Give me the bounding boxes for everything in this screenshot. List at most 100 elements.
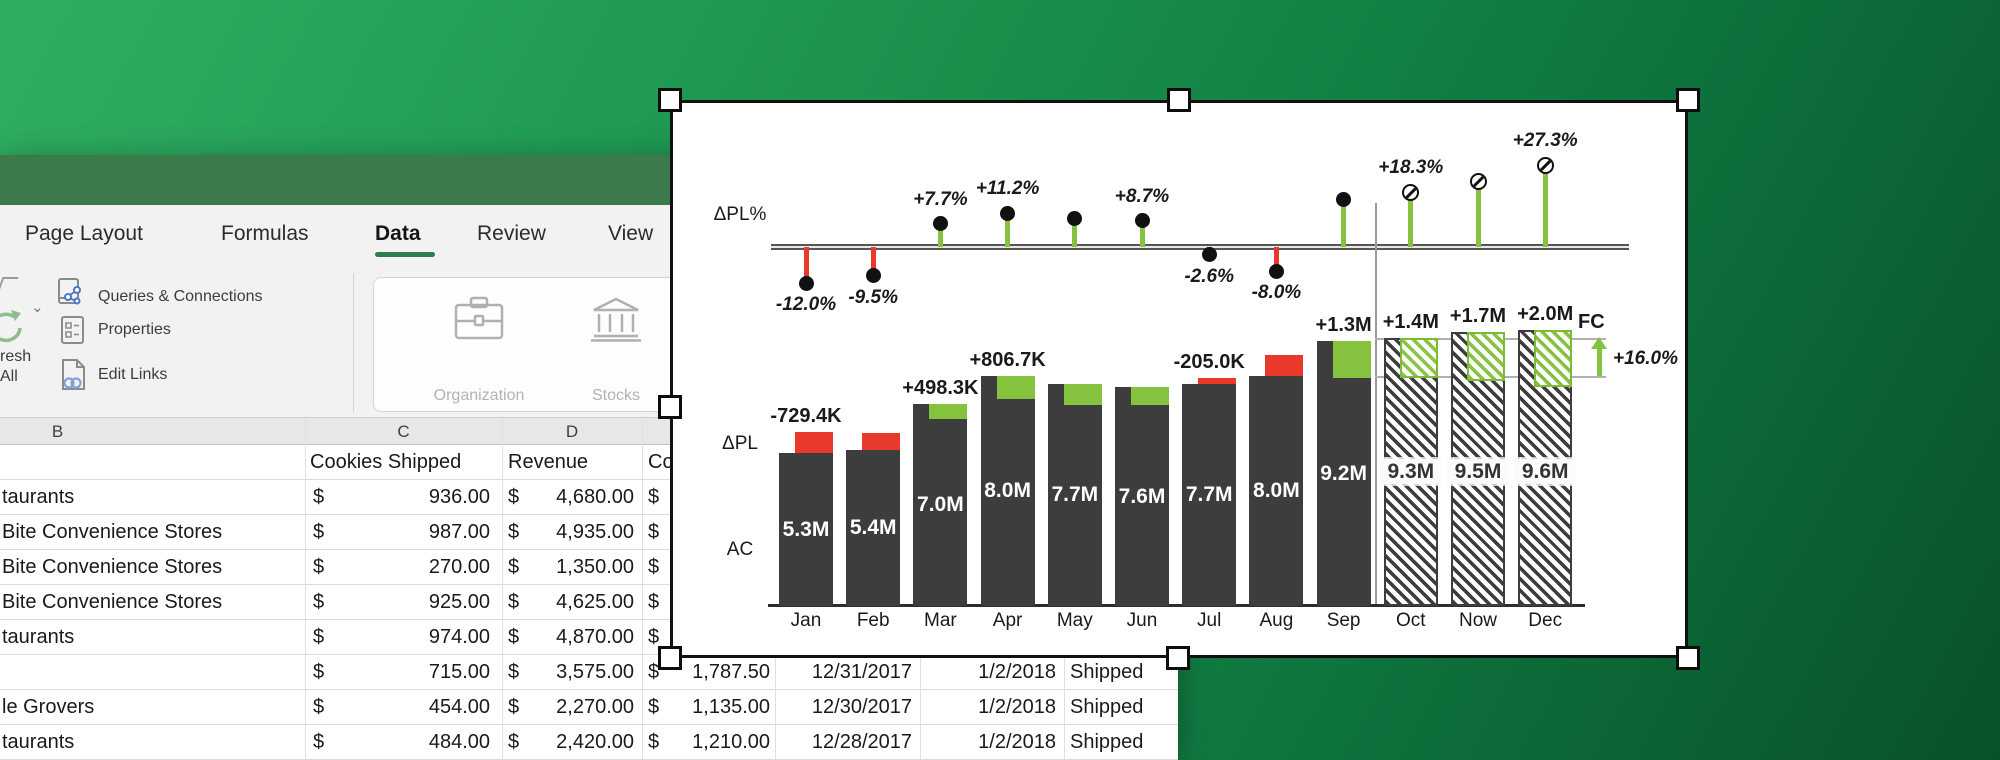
delta-block-feb[interactable] bbox=[862, 433, 901, 451]
cell-order-date[interactable]: 12/28/2017 bbox=[811, 731, 912, 753]
cell-revenue[interactable]: 4,680.00 bbox=[556, 486, 634, 508]
cell-status[interactable]: Shipped bbox=[1070, 731, 1144, 753]
bar-jun[interactable] bbox=[1115, 387, 1169, 606]
delta-block-oct[interactable] bbox=[1399, 338, 1438, 379]
field-cost[interactable]: Co bbox=[648, 451, 674, 473]
field-revenue[interactable]: Revenue bbox=[508, 451, 589, 473]
pct-marker-mar[interactable] bbox=[932, 216, 948, 232]
pct-marker-sep[interactable] bbox=[1336, 192, 1352, 208]
bar-may[interactable] bbox=[1047, 384, 1102, 606]
cell-customer[interactable]: taurants bbox=[2, 486, 75, 508]
cell-cookies[interactable]: 454.00 bbox=[428, 696, 490, 718]
cell-cookies[interactable]: 974.00 bbox=[428, 626, 490, 648]
pct-marker-may[interactable] bbox=[1067, 211, 1083, 226]
cell-revenue[interactable]: 4,870.00 bbox=[556, 626, 634, 648]
cell-cookies[interactable]: 936.00 bbox=[428, 486, 490, 508]
cell-revenue[interactable]: 2,420.00 bbox=[556, 731, 634, 753]
cell-status[interactable]: Shipped bbox=[1070, 661, 1144, 683]
cell-cookies[interactable]: 925.00 bbox=[428, 591, 490, 613]
cell-customer[interactable]: taurants bbox=[2, 626, 75, 648]
delta-block-now[interactable] bbox=[1467, 332, 1505, 382]
pct-marker-jan[interactable] bbox=[798, 275, 814, 291]
cell-cookies[interactable]: 987.00 bbox=[428, 521, 490, 543]
column-header-d[interactable]: D bbox=[565, 422, 579, 441]
refresh-all-label-line1[interactable]: resh bbox=[0, 348, 32, 365]
tab-review[interactable]: Review bbox=[477, 222, 546, 245]
delta-block-aug[interactable] bbox=[1265, 355, 1304, 376]
selection-handle-top-middle[interactable] bbox=[1167, 88, 1191, 112]
delta-block-dec[interactable] bbox=[1534, 329, 1573, 388]
cell-customer[interactable]: Bite Convenience Stores bbox=[2, 521, 223, 543]
tab-view[interactable]: View bbox=[608, 222, 654, 245]
selection-handle-middle-left[interactable] bbox=[658, 395, 682, 419]
pct-marker-dec[interactable] bbox=[1536, 156, 1554, 174]
cell-revenue[interactable]: 4,625.00 bbox=[556, 591, 634, 613]
delta-block-jan[interactable] bbox=[795, 432, 833, 454]
chart-object[interactable]: ΔPL% ΔPL AC FC +16.0% -729.4K 5.3M -12.0% J… bbox=[670, 100, 1688, 658]
cell-customer[interactable]: le Grovers bbox=[2, 696, 95, 718]
cell-order-date[interactable]: 12/30/2017 bbox=[811, 696, 912, 718]
stocks-button[interactable]: Stocks bbox=[591, 387, 640, 404]
edit-links-icon[interactable] bbox=[60, 358, 88, 397]
cell-currency: $ bbox=[648, 521, 660, 543]
pct-marker-oct[interactable] bbox=[1402, 183, 1420, 201]
queries-connections-icon[interactable] bbox=[57, 277, 87, 311]
selection-handle-bottom-left[interactable] bbox=[658, 646, 682, 670]
delta-block-mar[interactable] bbox=[929, 404, 968, 419]
cell-customer[interactable]: Bite Convenience Stores bbox=[2, 556, 223, 578]
properties-icon[interactable] bbox=[60, 315, 86, 350]
edit-links-button[interactable]: Edit Links bbox=[98, 366, 168, 383]
delta-block-jul[interactable] bbox=[1198, 378, 1237, 385]
bar-apr[interactable] bbox=[980, 375, 1035, 606]
bar-feb[interactable] bbox=[846, 450, 901, 606]
cell-revenue[interactable]: 1,350.00 bbox=[556, 556, 634, 578]
cell-revenue[interactable]: 4,935.00 bbox=[556, 521, 634, 543]
bar-mar[interactable] bbox=[913, 404, 968, 606]
selection-handle-top-right[interactable] bbox=[1676, 88, 1700, 112]
cell-revenue[interactable]: 2,270.00 bbox=[556, 696, 634, 718]
bar-sep[interactable] bbox=[1316, 341, 1371, 606]
tab-page-layout[interactable]: Page Layout bbox=[25, 222, 143, 245]
queries-connections-button[interactable]: Queries & Connections bbox=[98, 288, 263, 305]
cell-cookies[interactable]: 270.00 bbox=[428, 556, 490, 578]
cell-cookies[interactable]: 484.00 bbox=[428, 731, 490, 753]
cell-cost[interactable]: 1,787.50 bbox=[692, 661, 770, 683]
pct-marker-aug[interactable] bbox=[1268, 263, 1284, 279]
delta-block-sep[interactable] bbox=[1332, 341, 1371, 379]
cell-cookies[interactable]: 715.00 bbox=[428, 661, 490, 683]
bar-jan[interactable] bbox=[779, 453, 833, 606]
column-header-c[interactable]: C bbox=[397, 422, 410, 441]
pct-marker-jul[interactable] bbox=[1201, 247, 1217, 263]
pct-marker-jun[interactable] bbox=[1134, 213, 1150, 229]
cell-cost[interactable]: 1,210.00 bbox=[692, 731, 770, 753]
delta-block-apr[interactable] bbox=[996, 375, 1035, 399]
bar-jul[interactable] bbox=[1182, 384, 1237, 606]
selection-handle-bottom-right[interactable] bbox=[1676, 646, 1700, 670]
properties-button[interactable]: Properties bbox=[98, 321, 171, 338]
selection-handle-top-left[interactable] bbox=[658, 88, 682, 112]
cell-ship-date[interactable]: 1/2/2018 bbox=[978, 661, 1056, 683]
pct-marker-now[interactable] bbox=[1469, 173, 1487, 191]
cell-customer[interactable]: taurants bbox=[2, 731, 75, 753]
tab-formulas[interactable]: Formulas bbox=[221, 222, 309, 245]
organization-button[interactable]: Organization bbox=[433, 387, 525, 404]
delta-block-may[interactable] bbox=[1063, 384, 1102, 405]
field-cookies-shipped[interactable]: Cookies Shipped bbox=[310, 451, 462, 473]
chevron-down-icon[interactable]: ⌄ bbox=[31, 299, 44, 316]
column-header-b[interactable]: B bbox=[51, 422, 64, 441]
cell-ship-date[interactable]: 1/2/2018 bbox=[978, 731, 1056, 753]
bar-aug[interactable] bbox=[1249, 375, 1304, 606]
refresh-all-icon[interactable] bbox=[0, 305, 28, 352]
refresh-all-label-line2[interactable]: All bbox=[0, 368, 18, 385]
delta-block-jun[interactable] bbox=[1131, 387, 1169, 405]
cell-order-date[interactable]: 12/31/2017 bbox=[811, 661, 912, 683]
selection-handle-bottom-middle[interactable] bbox=[1166, 646, 1190, 670]
pct-marker-apr[interactable] bbox=[1000, 205, 1016, 221]
tab-data[interactable]: Data bbox=[375, 222, 421, 245]
pct-marker-feb[interactable] bbox=[865, 268, 881, 283]
cell-revenue[interactable]: 3,575.00 bbox=[556, 661, 634, 683]
cell-customer[interactable]: Bite Convenience Stores bbox=[2, 591, 223, 613]
cell-ship-date[interactable]: 1/2/2018 bbox=[978, 696, 1056, 718]
cell-status[interactable]: Shipped bbox=[1070, 696, 1144, 718]
cell-cost[interactable]: 1,135.00 bbox=[692, 696, 770, 718]
